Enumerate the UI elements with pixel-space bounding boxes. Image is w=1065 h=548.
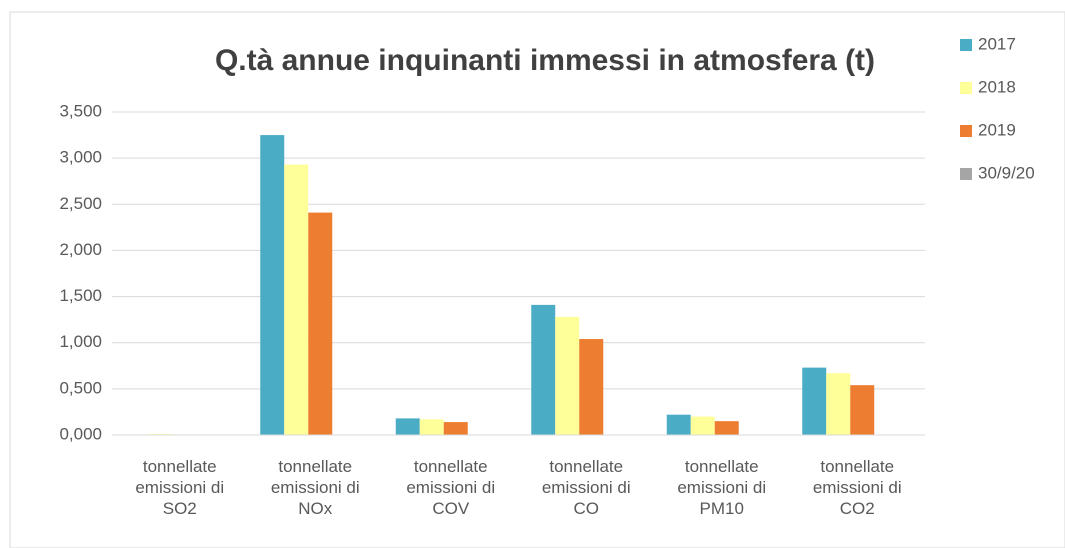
bar — [443, 422, 468, 435]
y-tick-label: 2,000 — [59, 240, 102, 259]
legend-swatch — [960, 125, 972, 137]
x-tick-label: tonnellate emissioni di NOx — [270, 457, 360, 518]
bar — [284, 164, 309, 436]
bar — [260, 135, 285, 436]
chart-border — [9, 11, 1065, 548]
bar — [690, 416, 715, 435]
legend-label: 2019 — [978, 120, 1016, 139]
y-tick-label: 3,500 — [59, 101, 102, 120]
bar — [531, 304, 556, 435]
legend-swatch — [960, 82, 972, 94]
bar — [714, 421, 739, 435]
x-tick-label: tonnellate emissioni di CO2 — [812, 457, 902, 518]
bar — [419, 419, 444, 435]
y-tick-label: 3,000 — [59, 148, 102, 167]
x-tick-label: tonnellate emissioni di PM10 — [677, 457, 767, 518]
x-tick-label: tonnellate emissioni di CO — [541, 457, 631, 518]
chart-title: Q.tà annue inquinanti immessi in atmosfe… — [215, 44, 875, 77]
y-tick-label: 1,500 — [59, 286, 102, 305]
x-tick-label: tonnellate emissioni di SO2 — [135, 457, 225, 518]
x-tick-label: tonnellate emissioni di COV — [406, 457, 496, 518]
bar — [802, 367, 827, 435]
bar — [555, 316, 580, 435]
legend-label: 30/9/20 — [978, 163, 1035, 182]
legend-swatch — [960, 168, 972, 180]
legend-label: 2018 — [978, 77, 1016, 96]
y-tick-label: 1,000 — [59, 332, 102, 351]
bar — [308, 212, 333, 435]
bar — [850, 385, 875, 435]
y-tick-label: 0,500 — [59, 378, 102, 397]
bar — [826, 373, 851, 435]
legend-label: 2017 — [978, 34, 1016, 53]
y-tick-label: 2,500 — [59, 194, 102, 213]
bar — [666, 414, 691, 435]
bar — [579, 339, 604, 435]
legend-swatch — [960, 39, 972, 51]
y-tick-label: 0,000 — [59, 424, 102, 443]
bar — [395, 418, 420, 435]
